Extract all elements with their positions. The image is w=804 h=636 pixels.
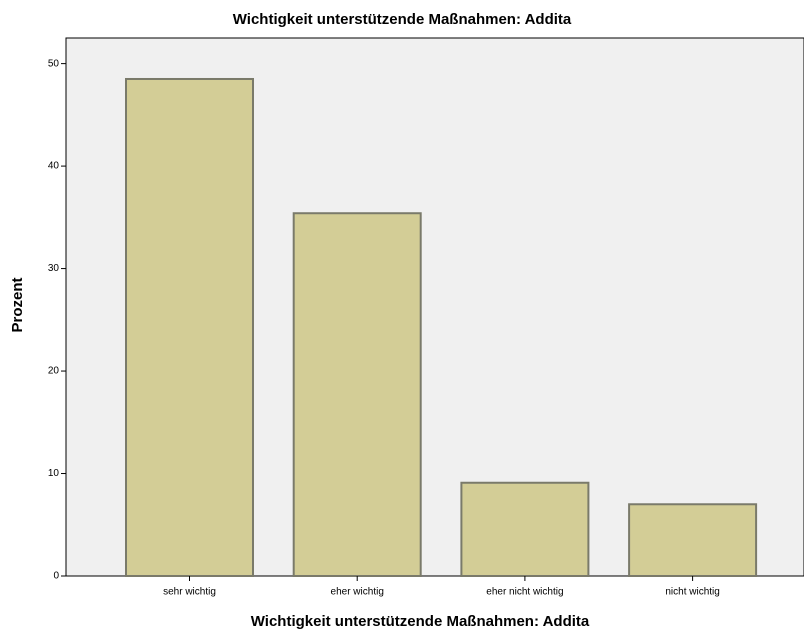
- y-tick-label: 20: [48, 366, 60, 377]
- bar: [628, 503, 758, 577]
- y-tick-label: 30: [48, 263, 60, 274]
- y-axis-label: Prozent: [9, 277, 26, 332]
- x-tick-label: sehr wichtig: [163, 587, 216, 598]
- y-tick-label: 50: [48, 58, 60, 69]
- y-tick-label: 40: [48, 161, 60, 172]
- x-tick-label: eher nicht wichtig: [486, 587, 563, 598]
- x-tick-label: nicht wichtig: [665, 587, 719, 598]
- chart-title: Wichtigkeit unterstützende Maßnahmen: Ad…: [233, 11, 572, 28]
- x-axis-label: Wichtigkeit unterstützende Maßnahmen: Ad…: [251, 613, 590, 630]
- bar: [125, 77, 254, 577]
- bar: [292, 212, 422, 577]
- y-tick-label: 0: [53, 571, 59, 582]
- bar: [460, 481, 590, 578]
- y-tick-label: 10: [48, 468, 60, 479]
- x-tick-label: eher wichtig: [331, 587, 384, 598]
